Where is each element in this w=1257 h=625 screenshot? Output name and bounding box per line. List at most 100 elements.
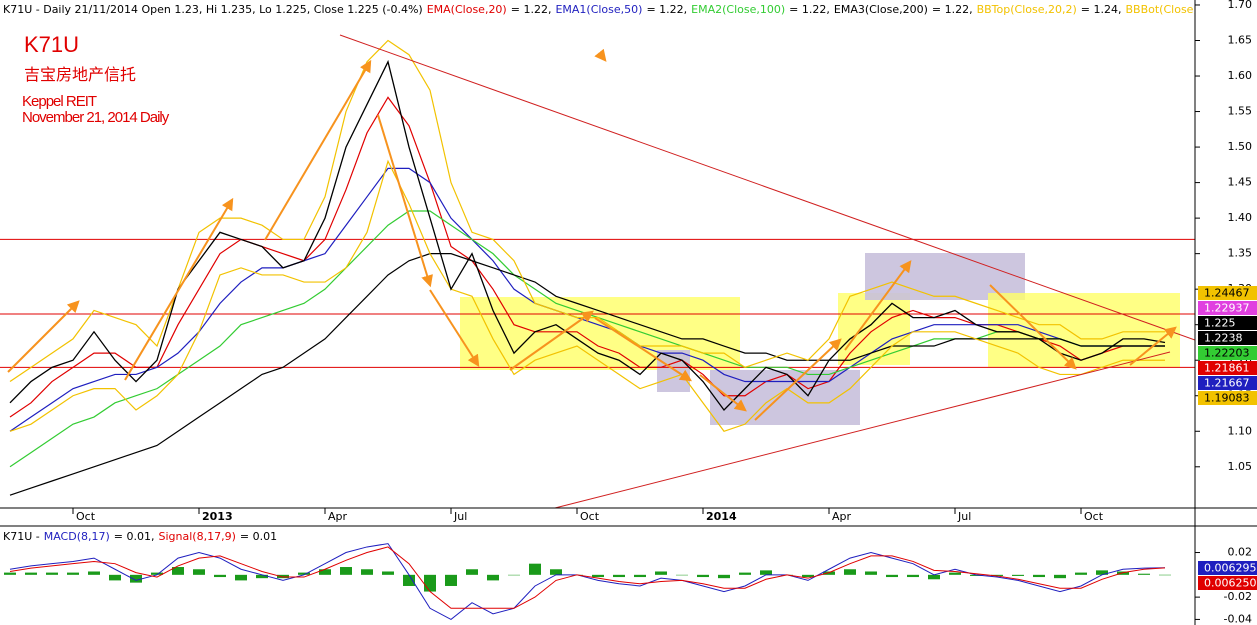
axis-labels: 1.051.101.151.201.251.301.351.401.451.50… (72, 0, 1257, 625)
company-english: Keppel REIT (22, 93, 97, 110)
highlight-box (988, 293, 1180, 367)
histogram-bar (1054, 574, 1066, 579)
histogram-bar (1096, 570, 1108, 575)
legend-name: EMA(Close,20) (427, 3, 507, 16)
legend-name: BBTop(Close,20,2) (977, 3, 1077, 16)
histogram-bar (655, 571, 667, 575)
last-value-label: 0.006295 (1204, 562, 1257, 575)
histogram-bar (25, 572, 37, 575)
highlight-box (460, 297, 740, 370)
histogram-bar (844, 569, 856, 575)
histogram-bar (67, 572, 79, 575)
histogram-bar (445, 574, 457, 586)
x-tick-label: 2013 (202, 510, 233, 523)
highlight-boxes (460, 253, 1180, 425)
legend-name: EMA2(Close,100) (691, 3, 785, 16)
legend: K71U - MACD(8,17) = 0.01, Signal(8,17,9) = 0… (3, 530, 277, 543)
y-tick-label: 1.35 (1228, 247, 1253, 260)
histogram-bar (1138, 573, 1150, 575)
legend-value: = 1.22, (789, 3, 830, 16)
legend-value: = 1.22, (511, 3, 552, 16)
y-tick-label: -0.02 (1224, 590, 1252, 603)
symbol: K71U (24, 32, 79, 57)
histogram-bar (319, 569, 331, 575)
arrow (264, 59, 372, 241)
histogram-bar (739, 572, 751, 575)
histogram-bar (277, 574, 289, 579)
series-line (9, 543, 1166, 621)
y-tick-label: -0.04 (1224, 612, 1252, 625)
last-value-box (1198, 391, 1257, 405)
arrow (509, 310, 594, 371)
arrows (7, 48, 1177, 421)
histogram-bar (970, 574, 982, 576)
last-value-box (1198, 316, 1257, 330)
histogram-bar (88, 571, 100, 575)
histogram-bar (592, 574, 604, 578)
last-value-box (1198, 301, 1257, 315)
histogram-bar (340, 567, 352, 575)
last-value-label: 0.006250 (1204, 577, 1257, 590)
histogram-bar (256, 574, 268, 579)
x-tick-label: Oct (76, 510, 96, 523)
y-tick-label: 1.60 (1228, 69, 1253, 82)
histogram-bar (529, 563, 541, 575)
last-value-box (1198, 376, 1257, 390)
legend-value: = 1.22, (646, 3, 687, 16)
histogram-bar (1075, 572, 1087, 575)
y-tick-label: 1.55 (1228, 105, 1253, 118)
histogram-bar (403, 574, 415, 586)
histogram-bar (1159, 574, 1171, 576)
last-value-label: 1.225 (1204, 317, 1236, 330)
histogram-bar (130, 574, 142, 583)
histogram-bar (991, 574, 1003, 576)
arrow (7, 300, 80, 373)
last-value-label: 1.2238 (1204, 332, 1243, 345)
histogram-bar (235, 574, 247, 581)
histogram-bar (676, 574, 688, 576)
histogram-bar (634, 574, 646, 578)
legend-name: EMA1(Close,50) (555, 3, 642, 16)
histogram-bar (382, 571, 394, 575)
last-value-box (1198, 331, 1257, 345)
last-value-box (1198, 361, 1257, 375)
arrow (989, 284, 1077, 370)
histogram-bar (865, 571, 877, 575)
histogram-bar (550, 569, 562, 575)
company-name: 吉宝房地产信托 (24, 66, 136, 84)
histogram-bar (298, 572, 310, 575)
series-line (9, 159, 1165, 432)
x-tick-label: Jul (957, 510, 971, 523)
legend-name: EMA3(Close,200) (834, 3, 928, 16)
legend-title: K71U - Daily 21/11/2014 Open 1.23, Hi 1.… (3, 3, 423, 16)
series-line (9, 546, 1166, 609)
y-tick-label: 0.02 (1228, 546, 1253, 559)
arrow (1129, 326, 1177, 366)
legend-value: = 0.01, (114, 530, 155, 543)
legend-value: = 1.22, (932, 3, 973, 16)
histogram-bar (613, 574, 625, 578)
legend-name: BBBot(Close,20,2) (1126, 3, 1226, 16)
legend: K71U - Daily 21/11/2014 Open 1.23, Hi 1.… (3, 3, 1226, 16)
series-line (9, 253, 1165, 496)
histogram-bar (718, 574, 730, 579)
histogram-bar (886, 574, 898, 578)
plot-area: K71U - Daily 21/11/2014 Open 1.23, Hi 1.… (0, 3, 1226, 621)
last-value-label: 1.21861 (1204, 362, 1250, 375)
last-value-box (1198, 561, 1257, 575)
x-tick-label: Jul (453, 510, 467, 523)
arrow (377, 114, 433, 288)
highlight-box (710, 370, 860, 425)
y-tick-label: 1.45 (1228, 176, 1253, 189)
legend-name: Signal(8,17,9) (159, 530, 236, 543)
trend-line (339, 34, 1195, 341)
histogram-bar (1012, 574, 1024, 576)
last-value-label: 1.19083 (1204, 392, 1250, 405)
series-line (9, 96, 1165, 418)
histogram-bar (4, 572, 16, 575)
histogram-bar (424, 574, 436, 592)
legend-value: = 1.24, (1081, 3, 1122, 16)
histogram-bar (109, 574, 121, 581)
arrow (429, 289, 480, 368)
